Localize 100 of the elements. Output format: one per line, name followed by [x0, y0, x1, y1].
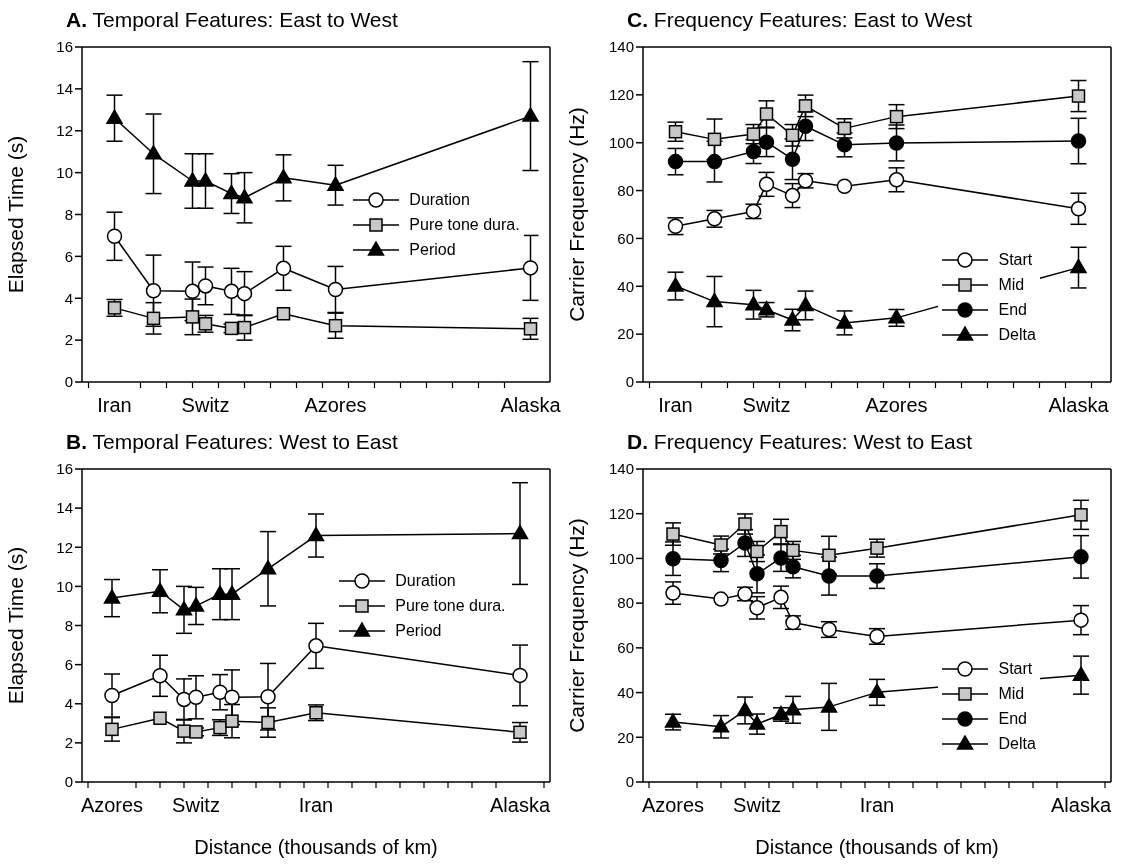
point — [773, 550, 789, 566]
y-tick-label: 120 — [608, 86, 634, 104]
point — [197, 172, 214, 187]
legend-label: End — [998, 301, 1027, 320]
point — [798, 99, 813, 113]
point — [512, 667, 528, 684]
point — [513, 725, 527, 740]
point — [706, 292, 723, 308]
point — [1073, 612, 1089, 628]
y-tick-label: 0 — [625, 773, 634, 791]
point — [1070, 133, 1087, 149]
point — [784, 187, 801, 204]
y-tick-label: 80 — [617, 594, 634, 612]
point — [665, 585, 681, 601]
point — [706, 153, 723, 170]
point — [668, 124, 683, 139]
y-tick-label: 4 — [64, 695, 73, 713]
y-tick-label: 6 — [64, 247, 73, 265]
y-tick-label: 100 — [608, 134, 634, 152]
point — [152, 668, 168, 684]
chart-title: D. Frequency Features: West to East — [627, 430, 973, 453]
point — [187, 597, 205, 612]
point — [308, 638, 324, 654]
point — [327, 281, 344, 298]
point — [104, 687, 120, 704]
point — [774, 524, 788, 539]
point — [820, 698, 838, 713]
point — [1073, 549, 1089, 565]
point — [184, 283, 201, 300]
point — [836, 137, 853, 153]
point — [888, 172, 905, 188]
point — [667, 153, 684, 170]
point — [797, 296, 814, 312]
point — [822, 548, 836, 563]
x-axis-title: Distance (thousands of km) — [194, 836, 438, 858]
point — [749, 566, 765, 582]
chart-title: B. Temporal Features: West to East — [66, 430, 398, 453]
point — [259, 560, 277, 575]
point — [737, 535, 753, 551]
x-axis-title: Distance (thousands of km) — [755, 836, 999, 858]
point — [745, 143, 762, 160]
point — [738, 517, 752, 531]
point — [758, 176, 775, 193]
y-axis-title: Carrier Frequency (Hz) — [565, 518, 589, 733]
y-tick-label: 40 — [617, 683, 634, 701]
point — [106, 109, 123, 124]
point — [888, 135, 905, 151]
point — [307, 526, 325, 542]
point — [212, 684, 228, 700]
y-tick-label: 20 — [617, 728, 634, 746]
point — [773, 589, 789, 606]
point — [1074, 508, 1088, 522]
point — [889, 109, 904, 124]
chart-title: A. Temporal Features: East to West — [66, 8, 398, 31]
y-tick-label: 8 — [64, 616, 73, 634]
point — [868, 683, 886, 699]
point — [237, 320, 252, 335]
point — [748, 715, 766, 730]
point — [175, 601, 193, 616]
x-tick-label: Switz — [733, 794, 781, 816]
point — [197, 278, 214, 294]
x-tick-label: Azores — [865, 394, 928, 416]
point — [151, 582, 169, 598]
legend-label: Pure tone dura. — [409, 215, 520, 234]
point — [522, 107, 539, 122]
legend-label: Delta — [998, 734, 1036, 753]
x-tick-label: Azores — [304, 394, 367, 416]
x-tick-label: Switz — [181, 394, 230, 416]
point — [153, 711, 167, 725]
point — [146, 311, 161, 326]
x-tick-label: Iran — [658, 394, 693, 416]
point — [184, 172, 201, 187]
x-tick-label: Iran — [97, 394, 132, 416]
point — [836, 314, 853, 329]
point — [105, 722, 119, 737]
point — [276, 306, 291, 321]
y-tick-label: 14 — [56, 499, 73, 517]
point — [260, 688, 276, 705]
point — [759, 107, 774, 121]
chart-title: C. Frequency Features: East to West — [627, 8, 973, 31]
point — [188, 689, 204, 706]
x-tick-label: Iran — [298, 794, 334, 816]
point — [145, 282, 162, 299]
point — [523, 322, 538, 336]
y-tick-label: 20 — [617, 325, 634, 343]
legend-label: Pure tone dura. — [395, 596, 506, 615]
point — [758, 134, 775, 150]
point — [707, 132, 722, 147]
x-tick-label: Switz — [172, 794, 220, 816]
point — [185, 310, 200, 324]
point — [103, 589, 121, 604]
legend-label: Period — [409, 240, 456, 259]
point — [522, 260, 539, 276]
y-tick-label: 10 — [56, 163, 73, 181]
point — [261, 715, 275, 730]
x-tick-label: Azores — [641, 794, 705, 816]
point — [145, 145, 162, 160]
y-tick-label: 14 — [56, 80, 73, 98]
point — [225, 714, 239, 728]
point — [511, 524, 529, 540]
